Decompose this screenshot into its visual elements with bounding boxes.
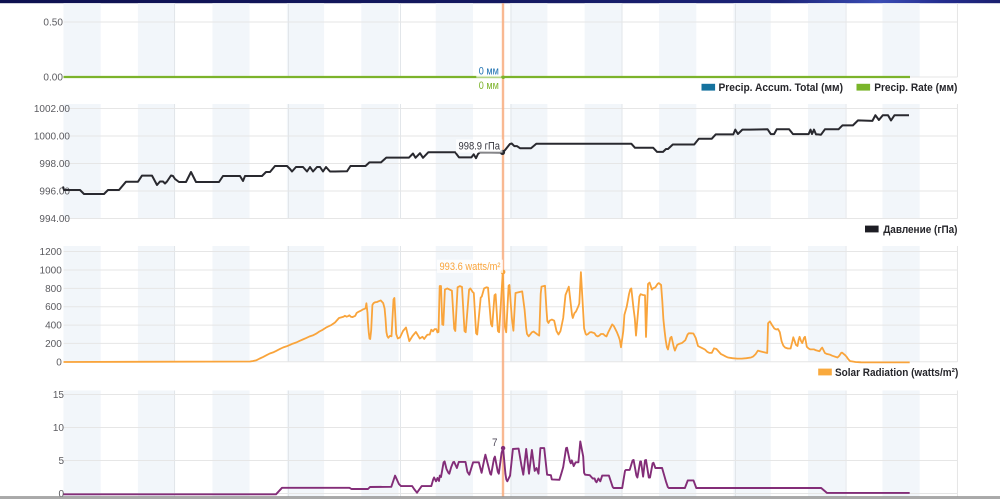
svg-text:200: 200 <box>45 339 62 350</box>
svg-text:600: 600 <box>45 302 62 313</box>
svg-text:Давление (гПа): Давление (гПа) <box>883 224 958 236</box>
svg-text:998.00: 998.00 <box>39 159 70 170</box>
svg-text:0.00: 0.00 <box>43 73 63 84</box>
svg-text:7: 7 <box>492 437 498 449</box>
svg-text:998.9 гПа: 998.9 гПа <box>459 141 501 153</box>
svg-text:Solar Radiation (watts/m²): Solar Radiation (watts/m²) <box>835 367 959 379</box>
svg-text:0 мм: 0 мм <box>479 66 499 78</box>
svg-text:0: 0 <box>58 489 64 499</box>
svg-text:996.00: 996.00 <box>39 187 70 198</box>
svg-text:1000.00: 1000.00 <box>34 132 71 143</box>
svg-text:994.00: 994.00 <box>39 214 70 225</box>
svg-text:1200: 1200 <box>40 247 63 258</box>
svg-text:800: 800 <box>45 284 62 295</box>
svg-text:Precip. Rate (мм): Precip. Rate (мм) <box>874 82 958 94</box>
svg-text:15: 15 <box>53 390 65 401</box>
svg-text:400: 400 <box>45 321 62 332</box>
svg-text:0.50: 0.50 <box>43 18 63 29</box>
svg-text:Precip. Accum. Total (мм): Precip. Accum. Total (мм) <box>719 82 844 94</box>
svg-text:10: 10 <box>53 423 65 434</box>
svg-text:1000: 1000 <box>40 266 63 277</box>
svg-text:1002.00: 1002.00 <box>34 104 71 115</box>
svg-text:993.6 watts/m²: 993.6 watts/m² <box>440 261 501 273</box>
svg-text:5: 5 <box>58 456 64 467</box>
svg-text:0: 0 <box>56 357 62 368</box>
svg-text:0 мм: 0 мм <box>479 80 499 92</box>
